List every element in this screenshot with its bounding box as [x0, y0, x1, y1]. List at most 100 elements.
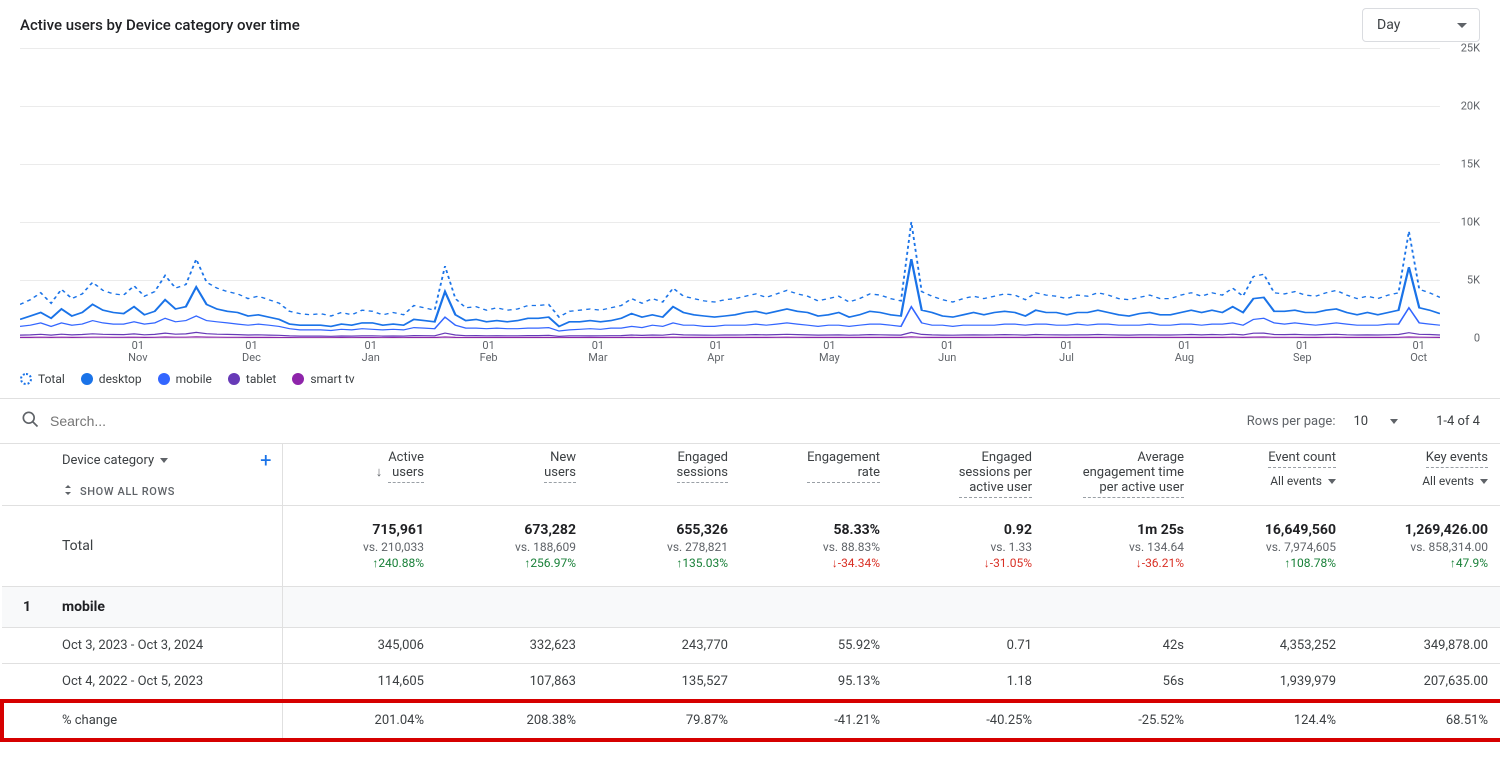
- cell: 124.4%: [1194, 701, 1346, 740]
- cell: 0.71: [890, 628, 1042, 664]
- x-axis-label: 01Nov: [128, 340, 147, 364]
- x-axis-label: 01Oct: [1410, 340, 1427, 364]
- y-axis-label: 25K: [1461, 42, 1480, 55]
- line-chart: [20, 48, 1440, 338]
- x-axis-label: 01Mar: [588, 340, 607, 364]
- cell: 1,939,979: [1194, 664, 1346, 702]
- cell: 79.87%: [586, 701, 738, 740]
- rows-per-page-select[interactable]: 10: [1345, 410, 1406, 433]
- cell: 4,353,252: [1194, 628, 1346, 664]
- column-header-active_users[interactable]: ↓Activeusers: [282, 444, 434, 506]
- cell: -25.52%: [1042, 701, 1194, 740]
- cell: 207,635.00: [1346, 664, 1498, 702]
- legend-item[interactable]: mobile: [158, 372, 212, 386]
- column-header-esp_au[interactable]: Engagedsessions peractive user: [890, 444, 1042, 506]
- table-row: Oct 3, 2023 - Oct 3, 2024345,006332,6232…: [2, 628, 1500, 664]
- legend-item[interactable]: smart tv: [292, 372, 354, 386]
- total-cell-new_users: 673,282vs. 188,609256.97%: [434, 506, 586, 587]
- legend-label: smart tv: [310, 372, 354, 386]
- add-dimension-button[interactable]: +: [260, 450, 271, 470]
- x-axis-label: 01Jun: [938, 340, 956, 364]
- total-cell-avg_eng_time: 1m 25svs. 134.64-36.21%: [1042, 506, 1194, 587]
- cell: 332,623: [434, 628, 586, 664]
- column-header-engagement_rate[interactable]: Engagementrate: [738, 444, 890, 506]
- chevron-down-icon: [1480, 479, 1488, 484]
- dimension-header[interactable]: Device category + SHOW ALL ROWS: [52, 444, 282, 506]
- cell: 349,878.00: [1346, 628, 1498, 664]
- cell: -40.25%: [890, 701, 1042, 740]
- cell: -41.21%: [738, 701, 890, 740]
- legend-swatch: [292, 373, 304, 385]
- series-tablet: [20, 332, 1440, 336]
- show-all-rows-button[interactable]: SHOW ALL ROWS: [62, 484, 272, 499]
- x-axis-label: 01Sep: [1293, 340, 1312, 364]
- chevron-down-icon: [160, 458, 168, 463]
- chevron-down-icon: [1390, 419, 1398, 424]
- x-axis-label: 01Jan: [362, 340, 380, 364]
- series-smarttv: [20, 337, 1440, 338]
- x-axis-label: 01Feb: [480, 340, 498, 364]
- row-label: Oct 3, 2023 - Oct 3, 2024: [52, 628, 282, 664]
- table-toolbar: Rows per page: 10 1-4 of 4: [0, 399, 1500, 444]
- column-header-avg_eng_time[interactable]: Averageengagement timeper active user: [1042, 444, 1194, 506]
- search-input[interactable]: [50, 413, 350, 429]
- group-label: mobile: [52, 587, 282, 628]
- column-header-engaged_sessions[interactable]: Engagedsessions: [586, 444, 738, 506]
- row-label: % change: [52, 701, 282, 740]
- cell: 243,770: [586, 628, 738, 664]
- cell: 107,863: [434, 664, 586, 702]
- legend-swatch: [20, 373, 32, 385]
- cell: 42s: [1042, 628, 1194, 664]
- dimension-label: Device category: [62, 453, 154, 468]
- total-cell-key_events: 1,269,426.00vs. 858,314.0047.9%: [1346, 506, 1498, 587]
- x-axis-label: 01Apr: [707, 340, 724, 364]
- legend-label: tablet: [246, 372, 276, 386]
- x-axis-label: 01Aug: [1175, 340, 1194, 364]
- show-all-rows-label: SHOW ALL ROWS: [80, 485, 175, 498]
- legend-item[interactable]: tablet: [228, 372, 276, 386]
- cell: 68.51%: [1346, 701, 1498, 740]
- legend-item[interactable]: Total: [20, 372, 65, 386]
- table-row: Oct 4, 2022 - Oct 5, 2023114,605107,8631…: [2, 664, 1500, 702]
- column-header-key_events[interactable]: Key eventsAll events: [1346, 444, 1498, 506]
- expand-icon: [62, 484, 74, 499]
- row-label: Oct 4, 2022 - Oct 5, 2023: [52, 664, 282, 702]
- metric-subselect[interactable]: All events: [1204, 474, 1336, 488]
- search-icon: [20, 409, 40, 433]
- cell: 135,527: [586, 664, 738, 702]
- cell: 1.18: [890, 664, 1042, 702]
- rows-per-page-label: Rows per page:: [1247, 414, 1336, 429]
- cell: 208.38%: [434, 701, 586, 740]
- total-cell-esp_au: 0.92vs. 1.33-31.05%: [890, 506, 1042, 587]
- data-table: Device category + SHOW ALL ROWS ↓Activeu…: [0, 444, 1500, 742]
- y-axis-label: 20K: [1461, 100, 1480, 113]
- cell: 56s: [1042, 664, 1194, 702]
- cell: 114,605: [282, 664, 434, 702]
- column-header-new_users[interactable]: Newusers: [434, 444, 586, 506]
- legend-swatch: [81, 373, 93, 385]
- legend-label: Total: [38, 372, 65, 386]
- x-axis-label: 01Dec: [242, 340, 261, 364]
- metric-subselect[interactable]: All events: [1356, 474, 1488, 488]
- sort-arrow-icon: ↓: [376, 465, 383, 480]
- total-cell-engagement_rate: 58.33%vs. 88.83%-34.34%: [738, 506, 890, 587]
- y-axis-label: 5K: [1467, 274, 1480, 287]
- total-cell-engaged_sessions: 655,326vs. 278,821135.03%: [586, 506, 738, 587]
- legend-label: mobile: [176, 372, 212, 386]
- x-axis-label: 01May: [819, 340, 840, 364]
- y-axis-label: 0: [1474, 332, 1480, 345]
- legend-label: desktop: [99, 372, 142, 386]
- y-axis-label: 15K: [1461, 158, 1480, 171]
- group-row-mobile[interactable]: 1mobile: [2, 587, 1500, 628]
- cell: 95.13%: [738, 664, 890, 702]
- total-label: Total: [52, 506, 282, 587]
- y-axis-label: 10K: [1461, 216, 1480, 229]
- chevron-down-icon: [1328, 479, 1336, 484]
- total-cell-event_count: 16,649,560vs. 7,974,605108.78%: [1194, 506, 1346, 587]
- rows-per-page-value: 10: [1353, 414, 1368, 429]
- granularity-select[interactable]: Day: [1362, 8, 1480, 42]
- page-info: 1-4 of 4: [1436, 414, 1480, 429]
- x-axis-label: 01Jul: [1059, 340, 1074, 364]
- legend-item[interactable]: desktop: [81, 372, 142, 386]
- column-header-event_count[interactable]: Event countAll events: [1194, 444, 1346, 506]
